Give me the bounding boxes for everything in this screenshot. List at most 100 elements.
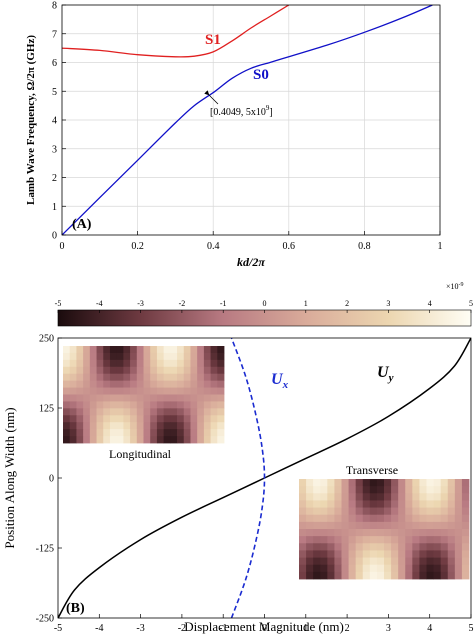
panel-b-x-axis-label: Displacement Magnitude (nm) bbox=[184, 619, 344, 634]
transverse-inset-cell bbox=[369, 493, 378, 501]
transverse-inset-cell bbox=[405, 521, 413, 530]
longitudinal-inset-cell bbox=[63, 422, 71, 430]
transverse-inset-cell bbox=[327, 550, 335, 558]
longitudinal-inset-cell bbox=[150, 422, 158, 430]
longitudinal-inset-cell bbox=[76, 359, 84, 368]
transverse-inset-cell bbox=[426, 571, 434, 580]
longitudinal-inset-cell bbox=[156, 380, 165, 388]
longitudinal-inset-cell bbox=[96, 394, 104, 402]
longitudinal-inset-cell bbox=[190, 429, 198, 437]
longitudinal-inset-cell bbox=[150, 394, 158, 402]
longitudinal-inset-cell bbox=[123, 373, 131, 382]
longitudinal-inset-cell bbox=[130, 436, 138, 444]
transverse-inset-cell bbox=[320, 493, 328, 501]
longitudinal-inset-cell bbox=[76, 387, 84, 395]
panel-b-x-tick-label: 0 bbox=[262, 623, 267, 634]
transverse-inset-cell bbox=[426, 543, 434, 551]
longitudinal-inset-cell bbox=[210, 408, 218, 416]
transverse-inset-cell bbox=[355, 493, 364, 501]
colorbar-tick-label: -4 bbox=[96, 299, 103, 308]
colorbar-tick-label: 0 bbox=[263, 299, 267, 308]
longitudinal-inset-cell bbox=[203, 401, 211, 409]
transverse-inset-cell bbox=[412, 571, 420, 580]
longitudinal-inset-cell bbox=[170, 380, 178, 388]
transverse-inset-cell bbox=[405, 550, 413, 558]
transverse-inset-cell bbox=[327, 493, 335, 501]
transverse-inset-cell bbox=[320, 486, 328, 494]
transverse-inset-cell bbox=[355, 550, 364, 558]
transverse-inset-cell bbox=[398, 564, 406, 573]
transverse-inset-cell bbox=[299, 529, 307, 537]
transverse-inset-cell bbox=[391, 564, 399, 573]
transverse-inset-cell bbox=[426, 529, 434, 537]
longitudinal-inset-cell bbox=[109, 346, 118, 354]
transverse-inset-cell bbox=[362, 543, 371, 551]
transverse-inset-cell bbox=[369, 543, 378, 551]
transverse-inset-cell bbox=[412, 521, 420, 530]
longitudinal-inset-cell bbox=[203, 436, 211, 444]
longitudinal-inset-cell bbox=[130, 415, 138, 423]
longitudinal-inset-cell bbox=[123, 394, 131, 402]
transverse-inset-cell bbox=[440, 514, 449, 523]
longitudinal-inset-cell bbox=[123, 429, 131, 437]
longitudinal-inset-cell bbox=[63, 373, 71, 382]
longitudinal-inset-cell bbox=[170, 387, 178, 395]
transverse-inset-cell bbox=[391, 550, 399, 558]
transverse-inset-cell bbox=[348, 521, 357, 530]
longitudinal-inset-cell bbox=[69, 422, 77, 430]
transverse-inset-cell bbox=[334, 493, 342, 501]
longitudinal-inset-cell bbox=[63, 380, 71, 388]
panel-a-y-tick-label: 7 bbox=[52, 29, 57, 40]
transverse-inset-cell bbox=[461, 571, 470, 580]
longitudinal-inset-cell bbox=[69, 401, 77, 409]
transverse-inset-cell bbox=[313, 536, 321, 544]
longitudinal-inset-cell bbox=[156, 359, 165, 368]
transverse-inset-cell bbox=[419, 521, 427, 530]
transverse-inset-cell bbox=[454, 529, 463, 537]
transverse-inset-cell bbox=[447, 536, 456, 544]
longitudinal-inset-cell bbox=[150, 373, 158, 382]
longitudinal-inset-cell bbox=[89, 429, 97, 437]
longitudinal-inset-cell bbox=[76, 352, 84, 361]
transverse-inset-cell bbox=[447, 507, 456, 516]
longitudinal-inset-cell bbox=[123, 408, 131, 416]
transverse-inset-cell bbox=[454, 479, 463, 487]
longitudinal-inset-cell bbox=[183, 366, 191, 375]
longitudinal-inset-cell bbox=[96, 346, 104, 354]
longitudinal-inset-cell bbox=[143, 380, 151, 388]
transverse-inset-cell bbox=[426, 486, 434, 494]
longitudinal-inset-cell bbox=[83, 366, 91, 375]
longitudinal-inset-cell bbox=[96, 352, 104, 361]
longitudinal-inset-cell bbox=[197, 401, 205, 409]
longitudinal-inset-cell bbox=[116, 387, 124, 395]
transverse-inset-cell bbox=[341, 529, 349, 537]
transverse-inset-cell bbox=[334, 479, 342, 487]
transverse-inset-cell bbox=[327, 500, 335, 508]
transverse-inset-cell bbox=[440, 543, 449, 551]
transverse-inset-cell bbox=[376, 500, 385, 508]
transverse-inset-cell bbox=[454, 486, 463, 494]
longitudinal-inset-cell bbox=[69, 359, 77, 368]
transverse-inset-cell bbox=[334, 571, 342, 580]
longitudinal-inset-cell bbox=[177, 436, 185, 444]
longitudinal-inset-cell bbox=[103, 415, 111, 423]
transverse-inset-cell bbox=[398, 479, 406, 487]
transverse-inset-cell bbox=[362, 550, 371, 558]
transverse-inset-cell bbox=[447, 500, 456, 508]
transverse-inset-cell bbox=[412, 536, 420, 544]
longitudinal-inset-cell bbox=[217, 346, 225, 354]
longitudinal-inset-cell bbox=[163, 387, 171, 395]
longitudinal-inset-cell bbox=[76, 394, 84, 402]
longitudinal-inset-cell bbox=[170, 422, 178, 430]
longitudinal-inset-cell bbox=[163, 401, 171, 409]
panel-b-displacement-plot: Longitudinal Transverse -5 -4 -3 -2 -1 0 1 2 3 4 5… bbox=[2, 334, 474, 635]
transverse-inset-cell bbox=[426, 557, 434, 566]
longitudinal-inset-cell bbox=[170, 429, 178, 437]
transverse-inset-cell bbox=[398, 514, 406, 523]
longitudinal-inset-cell bbox=[143, 346, 151, 354]
panel-b-x-tick-label: 4 bbox=[427, 623, 432, 634]
transverse-inset-cell bbox=[384, 543, 392, 551]
longitudinal-inset-cell bbox=[190, 373, 198, 382]
colorbar-tick-label: 5 bbox=[469, 299, 473, 308]
longitudinal-inset-cell bbox=[177, 373, 185, 382]
